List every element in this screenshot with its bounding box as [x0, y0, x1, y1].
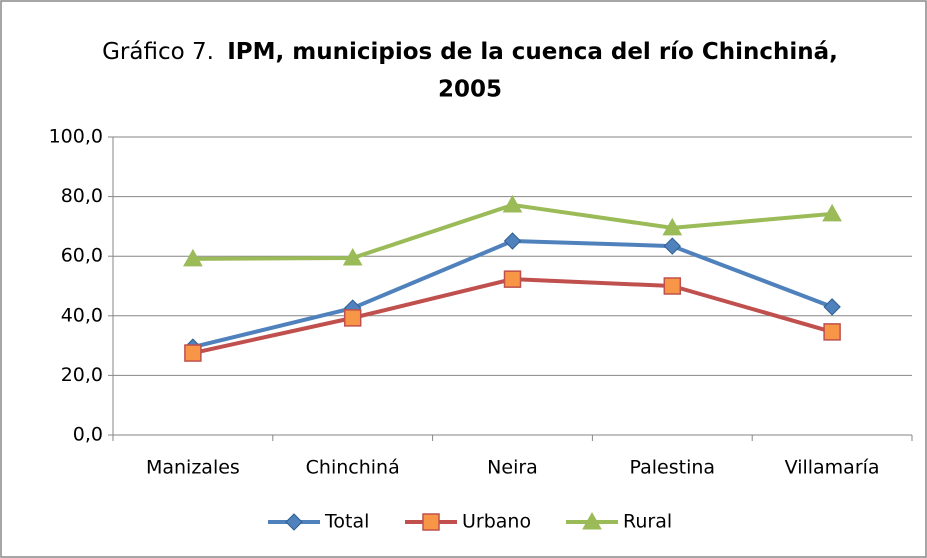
point-marker: [343, 309, 362, 327]
point-marker: [503, 270, 522, 288]
legend-label: Rural: [623, 511, 672, 533]
legend-marker: [422, 513, 440, 531]
legend-label: Urbano: [462, 511, 531, 533]
x-tick-label: Chinchiná: [306, 457, 400, 479]
title-prefix: Gráfico 7.: [102, 39, 214, 65]
x-tick-label: Palestina: [630, 457, 716, 479]
point-marker: [342, 247, 363, 266]
x-tick-label: Villamaría: [785, 457, 880, 479]
point-marker: [184, 344, 202, 362]
point-marker: [503, 232, 522, 250]
title-main: IPM, municipios de la cuenca del río Chi…: [227, 39, 838, 65]
y-tick-label: 80,0: [61, 185, 103, 207]
title-line-2: 2005: [438, 77, 502, 103]
legend-marker: [582, 511, 602, 530]
point-marker: [822, 203, 842, 222]
x-tick-label: Manizales: [146, 457, 240, 479]
point-marker: [502, 194, 523, 213]
y-tick-label: 100,0: [49, 126, 103, 148]
y-tick-label: 0,0: [73, 424, 103, 446]
point-marker: [663, 277, 682, 295]
point-marker: [183, 248, 203, 267]
point-marker: [823, 323, 841, 341]
y-tick-label: 40,0: [61, 304, 103, 326]
y-tick-label: 20,0: [61, 364, 103, 386]
point-marker: [663, 237, 682, 255]
chart-title: Gráfico 7. IPM, municipios de la cuenca …: [102, 39, 838, 65]
y-tick-label: 60,0: [61, 245, 103, 267]
legend-marker: [285, 513, 303, 531]
point-marker: [823, 298, 841, 316]
x-tick-label: Neira: [487, 457, 538, 479]
legend-label: Total: [324, 511, 369, 533]
point-marker: [662, 217, 683, 236]
